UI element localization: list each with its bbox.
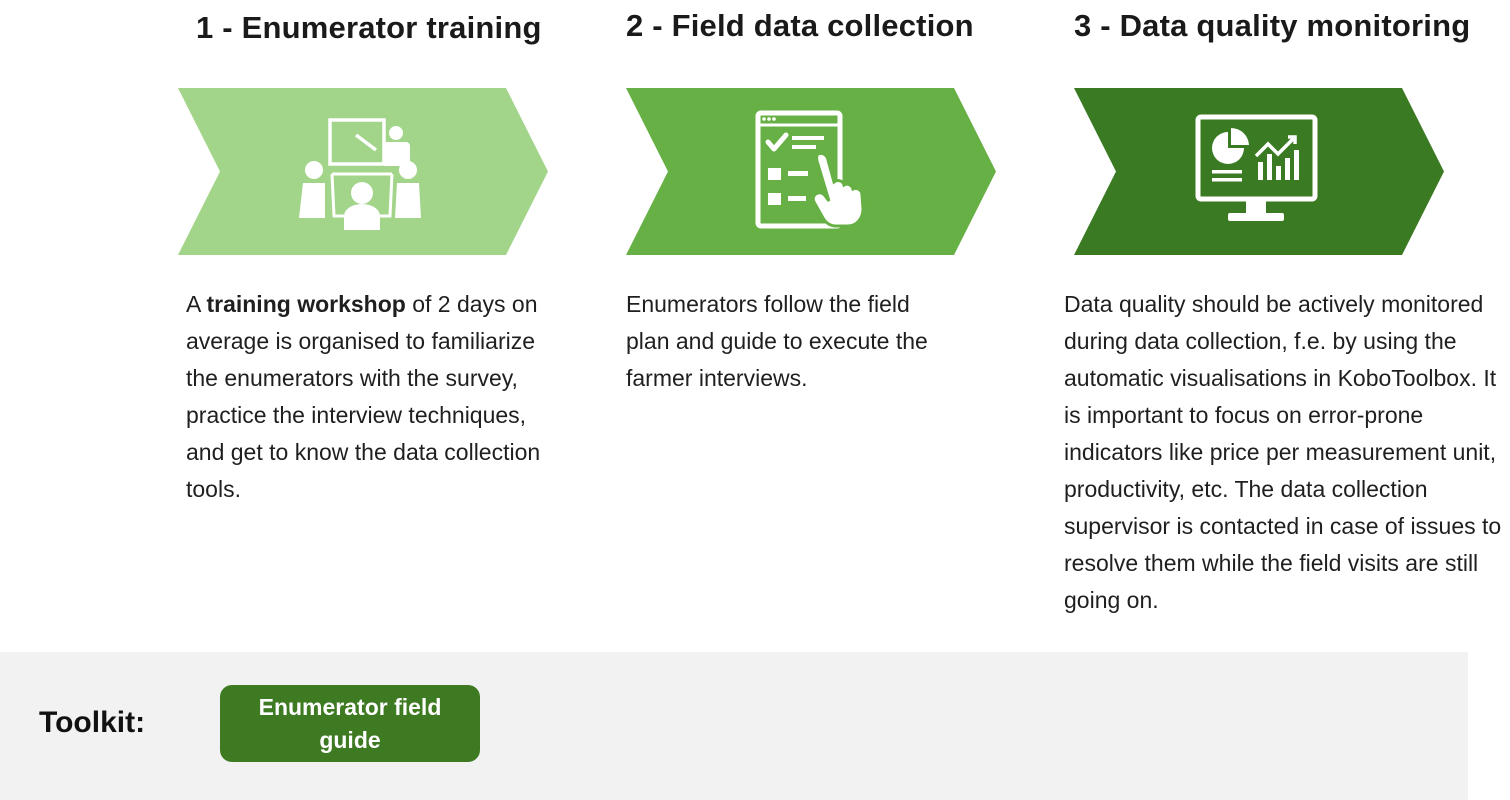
step-3-description: Data quality should be actively monitore…	[1064, 291, 1502, 613]
step-1-chevron	[178, 88, 548, 255]
analytics-monitor-icon	[1195, 114, 1318, 221]
step-1-emphasis: training workshop	[206, 291, 406, 317]
checklist-tap-icon	[755, 110, 865, 229]
step-3-title: 3 - Data quality monitoring	[1074, 8, 1471, 43]
presentation-meeting-icon	[299, 118, 421, 230]
toolkit-label: Toolkit:	[39, 706, 146, 739]
step-2-description: Enumerators follow the field plan and gu…	[626, 291, 928, 391]
enumerator-field-guide-button[interactable]: Enumerator field guide	[220, 685, 480, 762]
step-2-title: 2 - Field data collection	[626, 8, 974, 43]
step-1-title: 1 - Enumerator training	[196, 10, 542, 45]
step-2-chevron	[626, 88, 996, 255]
step-1-description: A training workshop of 2 days on average…	[186, 291, 541, 502]
